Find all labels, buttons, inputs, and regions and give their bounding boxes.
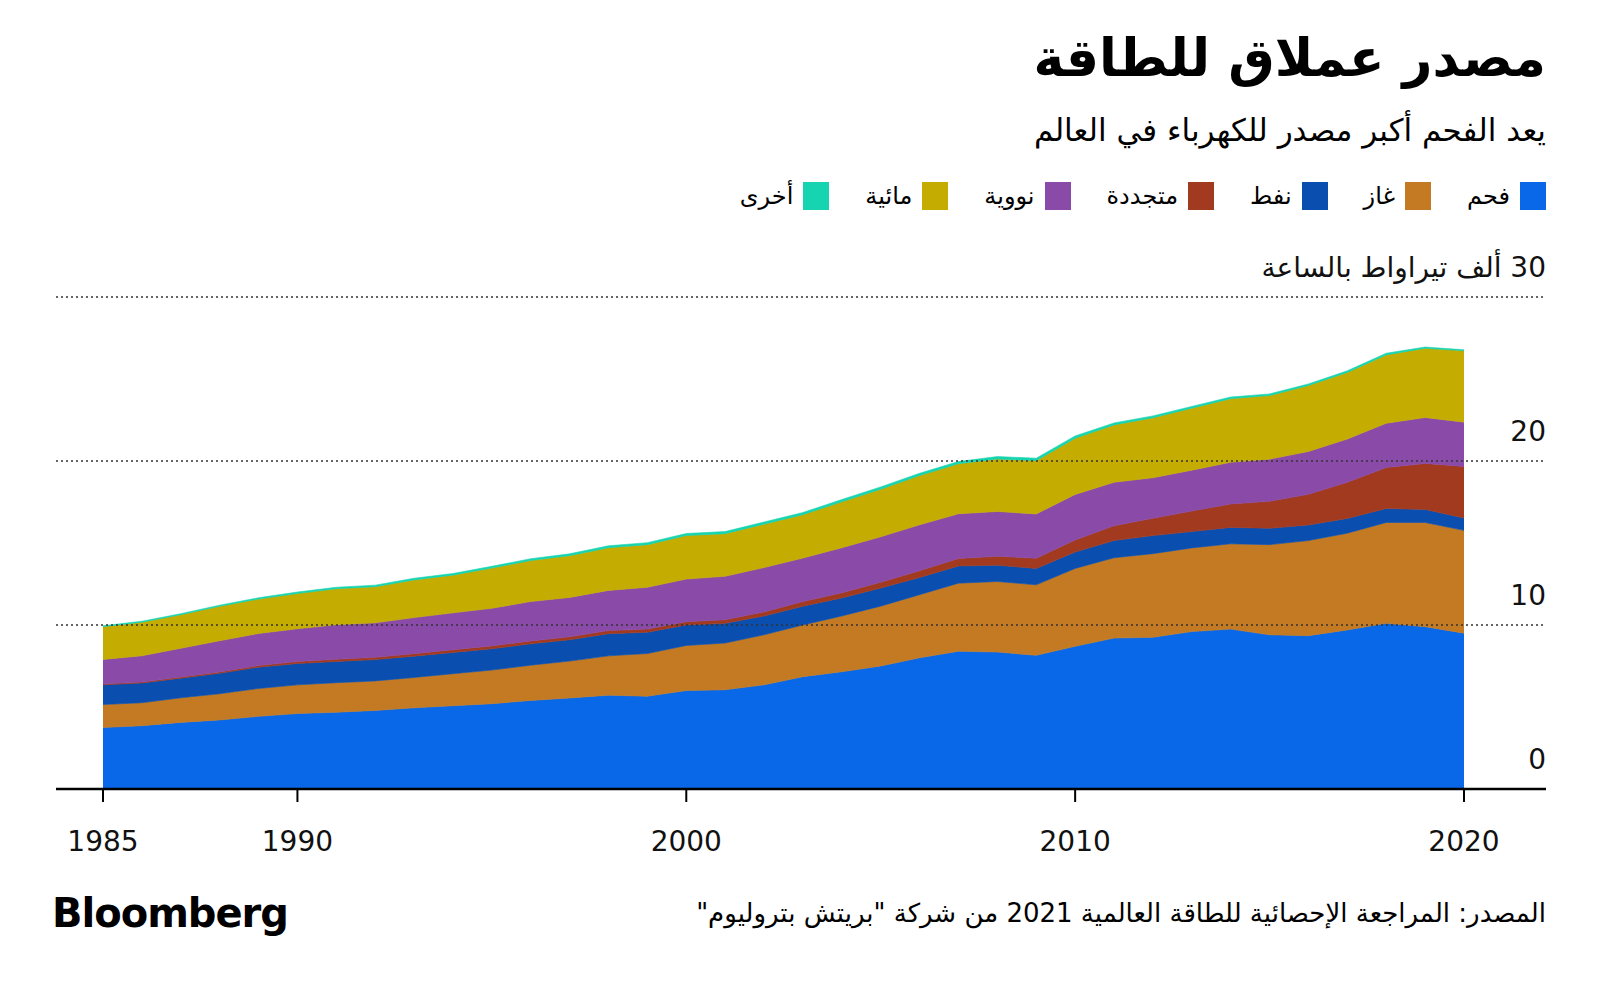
legend-item: مائية [865,182,948,210]
y-tick-label: 30 ألف تيراواط بالساعة [1262,248,1546,284]
legend-item: أخرى [740,182,830,210]
legend-label: فحم [1467,182,1510,210]
x-tick-label: 1985 [67,825,138,858]
areas [103,347,1464,789]
y-tick-label: 0 [1528,743,1546,776]
source: المصدر: المراجعة الإحصائية للطاقة العالم… [696,898,1546,928]
legend-item: نووية [984,182,1070,210]
grid-line [56,624,1546,625]
legend-item: نفط [1250,182,1328,210]
x-tick [1074,789,1076,802]
legend-label: نووية [984,182,1034,210]
legend-swatch [1405,182,1431,210]
x-axis: 1985 1990 2000 2010 2020 [67,789,1499,858]
legend-label: مائية [865,182,912,210]
y-axis: 0 10 20 30 ألف تيراواط بالساعة [56,248,1546,789]
legend: فحم غاز نفط متجددة نووية مائية أخرى [740,182,1546,210]
y-tick-label: 10 [1510,579,1546,612]
x-axis-line [56,788,1546,791]
x-tick [102,789,104,802]
x-tick [685,789,687,802]
x-tick-label: 2020 [1428,825,1499,858]
legend-swatch [1520,182,1546,210]
x-tick [296,789,298,802]
legend-item: متجددة [1107,182,1214,210]
area-7 [103,347,1464,627]
grid-line [56,296,1546,297]
legend-item: فحم [1467,182,1546,210]
legend-swatch [803,182,829,210]
x-tick-label: 1990 [262,825,333,858]
legend-label: متجددة [1107,182,1178,210]
legend-label: أخرى [740,182,794,210]
chart: 0 10 20 30 ألف تيراواط بالساعة 1985 1990 2000 2… [0,0,1600,996]
x-tick-label: 2010 [1040,825,1111,858]
x-tick [1463,789,1465,802]
legend-swatch [1045,182,1071,210]
legend-swatch [922,182,948,210]
legend-item: غاز [1364,182,1431,210]
credit: Bloomberg [52,890,288,936]
y-tick-label: 20 [1510,415,1546,448]
title: مصدر عملاق للطاقة [1034,28,1546,88]
subtitle: يعد الفحم أكبر مصدر للكهرباء في العالم [1034,112,1546,148]
legend-label: نفط [1250,182,1292,210]
legend-label: غاز [1364,182,1395,210]
x-tick-label: 2000 [651,825,722,858]
grid-line [56,460,1546,461]
legend-swatch [1302,182,1328,210]
legend-swatch [1188,182,1214,210]
